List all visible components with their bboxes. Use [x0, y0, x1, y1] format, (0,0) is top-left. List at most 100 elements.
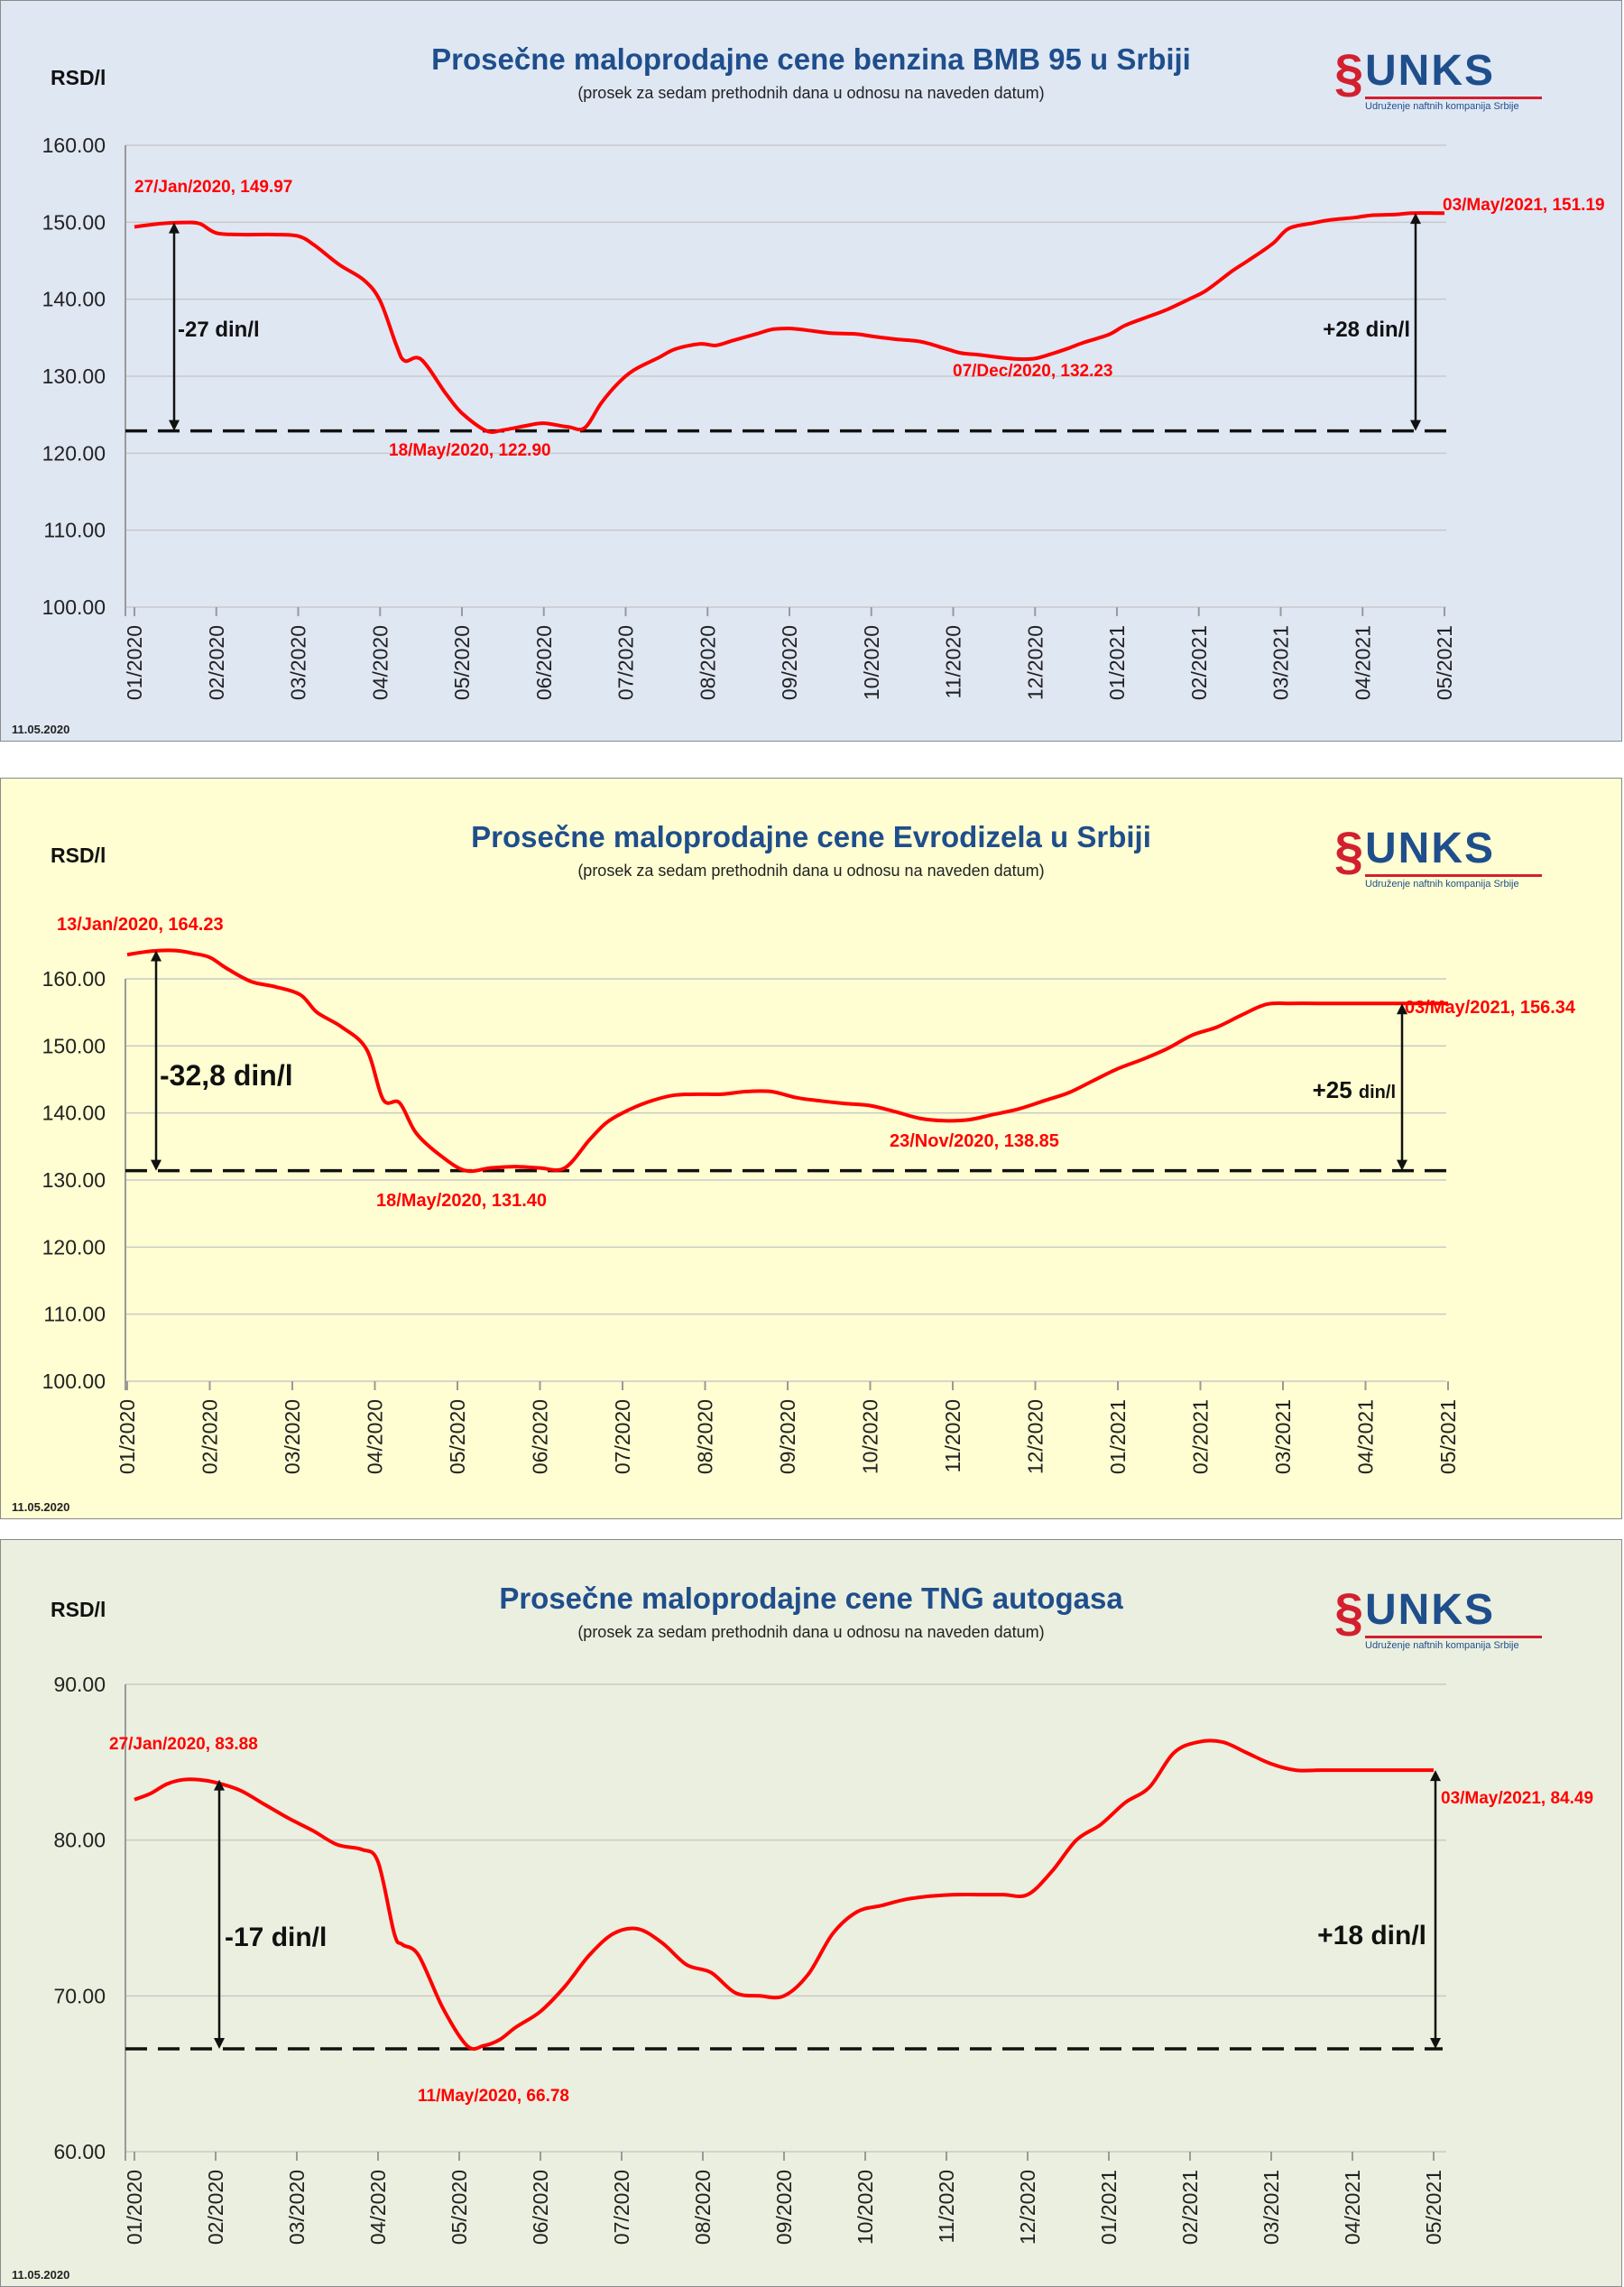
rise-arrow-head-up [1410, 213, 1421, 225]
x-tick-label: 12/2020 [1016, 2170, 1039, 2245]
low-label: 18/May/2020, 131.40 [376, 1191, 547, 1211]
low-label: 11/May/2020, 66.78 [418, 2087, 569, 2106]
mid-label: 07/Dec/2020, 132.23 [953, 362, 1113, 381]
x-tick-label: 06/2020 [532, 625, 556, 700]
y-axis-unit: RSD/l [51, 66, 106, 89]
logo-underline [1365, 874, 1542, 877]
x-tick-label: 03/2021 [1269, 625, 1293, 700]
x-tick-label: 09/2020 [778, 625, 801, 700]
drop-arrow-head-up [169, 222, 180, 234]
logo-underline [1365, 97, 1542, 99]
chart-date: 11.05.2020 [12, 2268, 70, 2282]
chart-subtitle: (prosek za sedam prethodnih dana u odnos… [577, 1623, 1045, 1641]
chart-date: 11.05.2020 [12, 1500, 70, 1514]
rise-label-unit: din/l [1359, 1083, 1396, 1102]
drop-arrow-head-up [214, 1779, 225, 1791]
y-tick-label: 150.00 [42, 210, 106, 234]
peak-label: 13/Jan/2020, 164.23 [57, 915, 224, 935]
x-tick-label: 05/2020 [446, 1399, 469, 1474]
x-tick-label: 01/2021 [1106, 1399, 1130, 1474]
x-tick-label: 04/2021 [1341, 2170, 1364, 2245]
unks-logo: § UNKS Udruženje naftnih kompanija Srbij… [1334, 1585, 1551, 1657]
chart-title: Prosečne maloprodajne cene Evrodizela u … [471, 820, 1151, 853]
x-tick-label: 12/2020 [1023, 625, 1047, 700]
y-tick-label: 110.00 [43, 1303, 106, 1326]
chart-panel-bmb95: 100.00 110.00 120.00 130.00 140.00 150.00 160.… [0, 0, 1622, 742]
drop-label: -32,8 din/l [160, 1059, 293, 1092]
x-tick-label: 09/2020 [776, 1399, 799, 1474]
end-label: 03/May/2021, 156.34 [1405, 998, 1576, 1018]
drop-label: -17 din/l [225, 1923, 327, 1952]
x-tick-label: 08/2020 [696, 625, 719, 700]
logo-tagline: Udruženje naftnih kompanija Srbije [1365, 101, 1519, 112]
y-tick-label: 150.00 [42, 1034, 106, 1057]
flame-icon: § [1334, 1583, 1364, 1642]
chart-date: 11.05.2020 [12, 723, 70, 736]
x-tick-label: 08/2020 [694, 1399, 717, 1474]
y-tick-label: 160.00 [42, 967, 106, 991]
x-tick-label: 10/2020 [859, 1399, 882, 1474]
x-tick-label: 05/2021 [1422, 2170, 1445, 2245]
x-tick-label: 03/2021 [1260, 2170, 1283, 2245]
rise-arrow-head-down [1410, 420, 1421, 431]
flame-icon: § [1334, 822, 1364, 881]
rise-label: +28 din/l [1323, 318, 1410, 342]
chart-bmb95: 100.00 110.00 120.00 130.00 140.00 150.00 160.… [1, 1, 1621, 741]
panel-background [1, 1540, 1621, 2286]
rise-arrow-head-up [1430, 1770, 1441, 1782]
x-tick-label: 06/2020 [529, 1399, 552, 1474]
x-tick-label: 01/2021 [1105, 625, 1129, 700]
y-tick-label: 60.00 [53, 2140, 106, 2163]
y-axis-unit: RSD/l [51, 1598, 106, 1621]
panel-background [1, 1, 1621, 741]
x-tick-label: 02/2021 [1189, 1399, 1213, 1474]
x-tick-label: 07/2020 [611, 1399, 634, 1474]
x-tick-label: 07/2020 [614, 625, 638, 700]
rise-label: +18 din/l [1317, 1921, 1426, 1950]
rise-arrow-head-up [1397, 1003, 1407, 1015]
logo-underline [1365, 1636, 1542, 1638]
y-tick-label: 100.00 [42, 595, 106, 619]
rise-label-number: +25 [1313, 1076, 1359, 1103]
y-tick-label: 120.00 [42, 441, 106, 465]
y-tick-label: 140.00 [42, 288, 106, 311]
logo-text: UNKS [1365, 825, 1496, 872]
peak-label: 27/Jan/2020, 83.88 [109, 1735, 258, 1754]
x-tick-label: 02/2020 [198, 1399, 222, 1474]
x-tick-label: 04/2021 [1351, 625, 1374, 700]
y-tick-label: 80.00 [53, 1829, 106, 1852]
flame-icon: § [1334, 44, 1364, 103]
chart-title: Prosečne maloprodajne cene TNG autogasa [499, 1582, 1123, 1615]
price-series-line [134, 1738, 1434, 2052]
y-tick-label: 140.00 [42, 1102, 106, 1125]
drop-arrow-head-down [151, 1159, 161, 1171]
low-label: 18/May/2020, 122.90 [389, 441, 551, 460]
y-tick-label: 90.00 [53, 1673, 106, 1696]
x-tick-label: 12/2020 [1024, 1399, 1047, 1474]
chart-tng: 60.00 70.00 80.00 90.00 01/2020 02/2020 03/202… [1, 1540, 1621, 2286]
x-tick-label: 01/2021 [1097, 2170, 1121, 2245]
rise-arrow-head-down [1430, 2038, 1441, 2050]
peak-label: 27/Jan/2020, 149.97 [134, 178, 292, 197]
chart-subtitle: (prosek za sedam prethodnih dana u odnos… [577, 862, 1045, 880]
x-tick-label: 10/2020 [860, 625, 883, 700]
y-tick-label: 100.00 [42, 1369, 106, 1393]
chart-panel-evrodizel: 100.00 110.00 120.00 130.00 140.00 150.00 160.… [0, 778, 1622, 1519]
unks-logo: § UNKS Udruženje naftnih kompanija Srbij… [1334, 46, 1551, 118]
x-tick-label: 11/2020 [942, 625, 965, 698]
y-tick-label: 130.00 [42, 364, 106, 388]
chart-title: Prosečne maloprodajne cene benzina BMB 9… [431, 42, 1191, 76]
price-series-line [134, 211, 1444, 434]
chart-subtitle: (prosek za sedam prethodnih dana u odnos… [577, 84, 1045, 102]
drop-label: -27 din/l [178, 318, 260, 342]
chart-panel-tng: 60.00 70.00 80.00 90.00 01/2020 02/2020 03/202… [0, 1539, 1622, 2287]
y-tick-label: 130.00 [42, 1168, 106, 1192]
x-tick-label: 01/2020 [123, 2170, 146, 2245]
end-label: 03/May/2021, 84.49 [1441, 1789, 1593, 1808]
x-tick-label: 03/2021 [1271, 1399, 1295, 1474]
x-tick-label: 06/2020 [529, 2170, 552, 2245]
x-tick-label: 05/2021 [1436, 1399, 1460, 1474]
x-tick-label: 04/2020 [366, 2170, 390, 2245]
x-tick-label: 03/2020 [281, 1399, 304, 1474]
x-tick-label: 05/2020 [450, 625, 474, 700]
